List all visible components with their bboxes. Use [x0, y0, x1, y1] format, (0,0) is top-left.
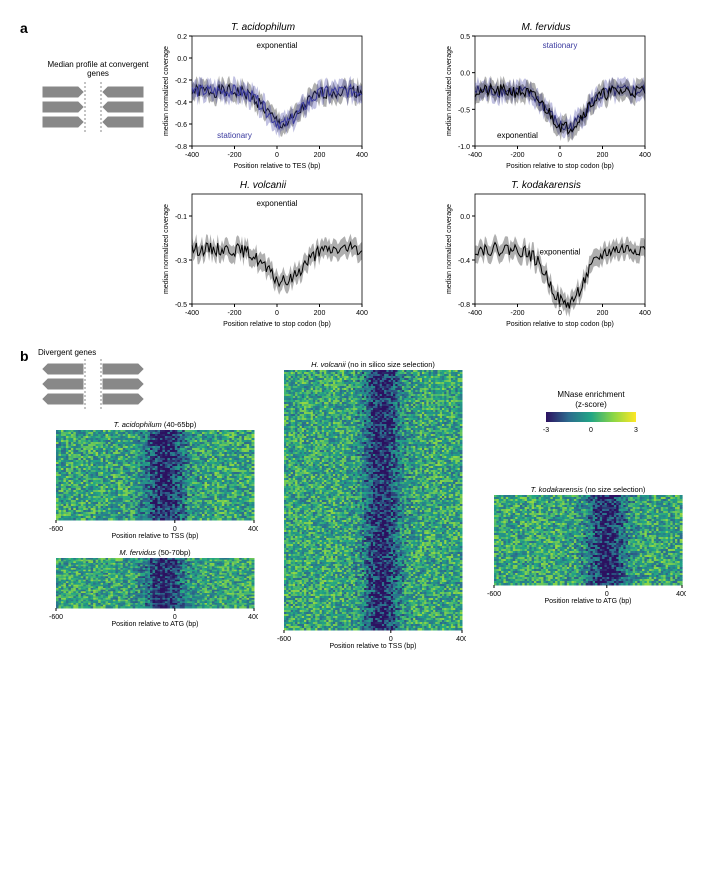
- svg-text:0: 0: [275, 310, 279, 317]
- svg-text:-0.2: -0.2: [175, 78, 187, 85]
- svg-text:stationary: stationary: [542, 41, 577, 50]
- convergent-legend-title: Median profile at convergent genes: [38, 60, 158, 78]
- svg-text:-400: -400: [467, 152, 481, 159]
- svg-text:0: 0: [173, 526, 177, 533]
- svg-text:-0.4: -0.4: [457, 258, 469, 265]
- line-chart-3: T. kodakarensis -0.8 -0.4 0.0 -400 -200 0 200 40…: [441, 178, 651, 328]
- svg-text:200: 200: [314, 310, 326, 317]
- svg-text:T. kodakarensis: T. kodakarensis: [511, 180, 581, 191]
- svg-text:400: 400: [356, 152, 368, 159]
- svg-text:-0.8: -0.8: [457, 302, 469, 309]
- svg-text:400: 400: [356, 310, 368, 317]
- heatmap: T. acidophilum (40-65bp) -600 0 400 Position…: [38, 418, 258, 540]
- svg-text:-200: -200: [510, 310, 524, 317]
- colorbar: MNase enrichment(z-score)-303: [516, 388, 666, 438]
- svg-text:-200: -200: [227, 310, 241, 317]
- convergent-genes-diagram: [38, 82, 148, 132]
- svg-text:median normalized coverage: median normalized coverage: [163, 46, 170, 136]
- svg-text:0.0: 0.0: [177, 56, 187, 63]
- divergent-legend-title: Divergent genes: [38, 348, 158, 357]
- heatmap: T. kodakarensis (no size selection)-6000…: [476, 483, 686, 605]
- svg-text:0.0: 0.0: [460, 214, 470, 221]
- svg-text:M. fervidus (50-70bp): M. fervidus (50-70bp): [119, 548, 191, 557]
- svg-text:400: 400: [248, 526, 258, 533]
- svg-text:-600: -600: [49, 526, 63, 533]
- svg-text:0.0: 0.0: [460, 71, 470, 78]
- svg-text:exponential: exponential: [497, 131, 538, 140]
- svg-text:median normalized coverage: median normalized coverage: [446, 46, 453, 136]
- line-chart-1: M. fervidus -1.0 -0.5 0.0 0.5 -400 -200 0 200 400…: [441, 20, 651, 170]
- svg-text:Position relative to stop codo: Position relative to stop codon (bp): [223, 321, 331, 328]
- svg-text:Position relative to TES (bp): Position relative to TES (bp): [233, 163, 320, 170]
- svg-text:exponential: exponential: [257, 199, 298, 208]
- svg-text:T. acidophilum (40-65bp): T. acidophilum (40-65bp): [114, 420, 197, 429]
- svg-text:exponential: exponential: [539, 248, 580, 257]
- svg-text:stationary: stationary: [217, 131, 252, 140]
- svg-text:-200: -200: [227, 152, 241, 159]
- svg-text:0: 0: [558, 152, 562, 159]
- svg-text:-400: -400: [185, 310, 199, 317]
- svg-text:M. fervidus: M. fervidus: [521, 22, 570, 33]
- svg-text:Position relative to stop codo: Position relative to stop codon (bp): [506, 321, 614, 328]
- panel-a-label: a: [20, 20, 28, 36]
- line-chart-2: H. volcanii -0.5 -0.3 -0.1 -400 -200 0 200 400 ex…: [158, 178, 368, 328]
- svg-text:-1.0: -1.0: [457, 144, 469, 151]
- svg-text:-0.1: -0.1: [175, 214, 187, 221]
- heatmap: M. fervidus (50-70bp)-6000400Position re…: [38, 546, 258, 628]
- line-chart-0: T. acidophilum -0.8 -0.6 -0.4 -0.2 0.0 0.2 -400…: [158, 20, 368, 170]
- svg-text:-0.4: -0.4: [175, 100, 187, 107]
- svg-text:400: 400: [639, 310, 651, 317]
- svg-text:median normalized coverage: median normalized coverage: [163, 204, 170, 294]
- svg-text:200: 200: [314, 152, 326, 159]
- divergent-genes-diagram: [38, 359, 148, 409]
- svg-text:Position relative to TSS (bp): Position relative to TSS (bp): [111, 533, 198, 540]
- svg-text:200: 200: [596, 152, 608, 159]
- svg-text:0: 0: [275, 152, 279, 159]
- svg-text:exponential: exponential: [257, 41, 298, 50]
- svg-text:-0.8: -0.8: [175, 144, 187, 151]
- svg-text:-400: -400: [185, 152, 199, 159]
- svg-text:200: 200: [596, 310, 608, 317]
- svg-text:0: 0: [558, 310, 562, 317]
- panel-b-label: b: [20, 348, 29, 364]
- svg-text:Position relative to stop codo: Position relative to stop codon (bp): [506, 163, 614, 170]
- svg-text:median normalized coverage: median normalized coverage: [446, 204, 453, 294]
- svg-text:0.5: 0.5: [460, 34, 470, 41]
- svg-text:-0.5: -0.5: [457, 107, 469, 114]
- svg-text:H. volcanii: H. volcanii: [240, 180, 287, 191]
- svg-text:0.2: 0.2: [177, 34, 187, 41]
- svg-text:-400: -400: [467, 310, 481, 317]
- svg-text:-200: -200: [510, 152, 524, 159]
- svg-text:T. acidophilum: T. acidophilum: [231, 22, 295, 33]
- heatmap: H. volcanii (no in silico size selection…: [266, 358, 466, 650]
- svg-text:-0.6: -0.6: [175, 122, 187, 129]
- svg-text:400: 400: [639, 152, 651, 159]
- svg-text:-0.5: -0.5: [175, 302, 187, 309]
- svg-text:-0.3: -0.3: [175, 258, 187, 265]
